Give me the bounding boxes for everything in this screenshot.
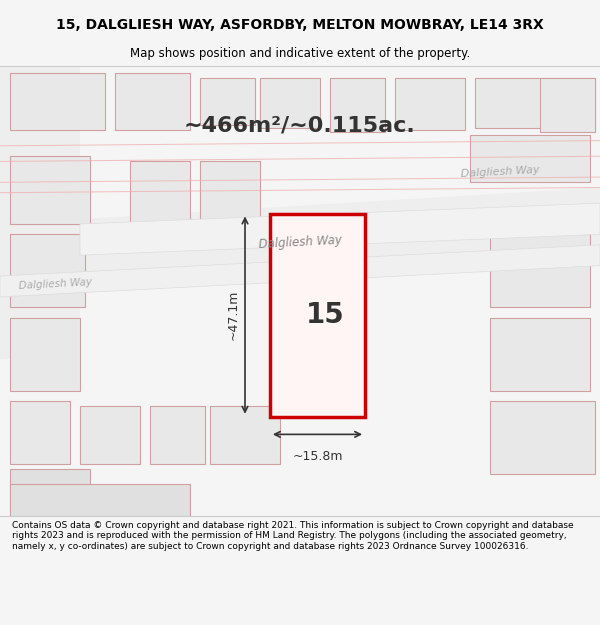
Text: ~466m²/~0.115ac.: ~466m²/~0.115ac. (184, 115, 416, 135)
Text: 15, DALGLIESH WAY, ASFORDBY, MELTON MOWBRAY, LE14 3RX: 15, DALGLIESH WAY, ASFORDBY, MELTON MOWB… (56, 18, 544, 32)
Text: Dalgliesh Way: Dalgliesh Way (460, 165, 540, 179)
Bar (10, 156, 90, 224)
Polygon shape (0, 224, 600, 286)
Bar (200, 161, 260, 224)
Text: Contains OS data © Crown copyright and database right 2021. This information is : Contains OS data © Crown copyright and d… (12, 521, 574, 551)
Polygon shape (0, 188, 600, 245)
Text: 15: 15 (306, 301, 345, 329)
Text: ~47.1m: ~47.1m (227, 290, 240, 340)
Polygon shape (0, 66, 80, 359)
Bar (270, 214, 365, 417)
Text: Dalgliesh Way: Dalgliesh Way (18, 278, 92, 291)
Bar (10, 469, 90, 516)
Bar (80, 406, 140, 464)
Bar (210, 406, 280, 464)
Bar (260, 78, 320, 128)
Text: Map shows position and indicative extent of the property.: Map shows position and indicative extent… (130, 48, 470, 60)
Bar (395, 78, 465, 130)
Text: ~15.8m: ~15.8m (292, 450, 343, 463)
Bar (540, 78, 595, 132)
Bar (490, 318, 590, 391)
Text: Dalgliesh Way: Dalgliesh Way (258, 234, 342, 251)
Bar (10, 401, 70, 464)
Bar (130, 161, 190, 224)
Bar (490, 234, 590, 308)
Bar (10, 318, 80, 391)
Bar (10, 484, 190, 516)
Polygon shape (0, 245, 600, 297)
Polygon shape (80, 203, 600, 255)
Bar (10, 73, 105, 130)
Bar (470, 136, 590, 182)
Bar (330, 78, 385, 132)
Bar (200, 78, 255, 125)
Bar (490, 401, 595, 474)
Bar (115, 73, 190, 130)
Bar (10, 234, 85, 308)
Bar (150, 406, 205, 464)
Bar (475, 78, 595, 128)
